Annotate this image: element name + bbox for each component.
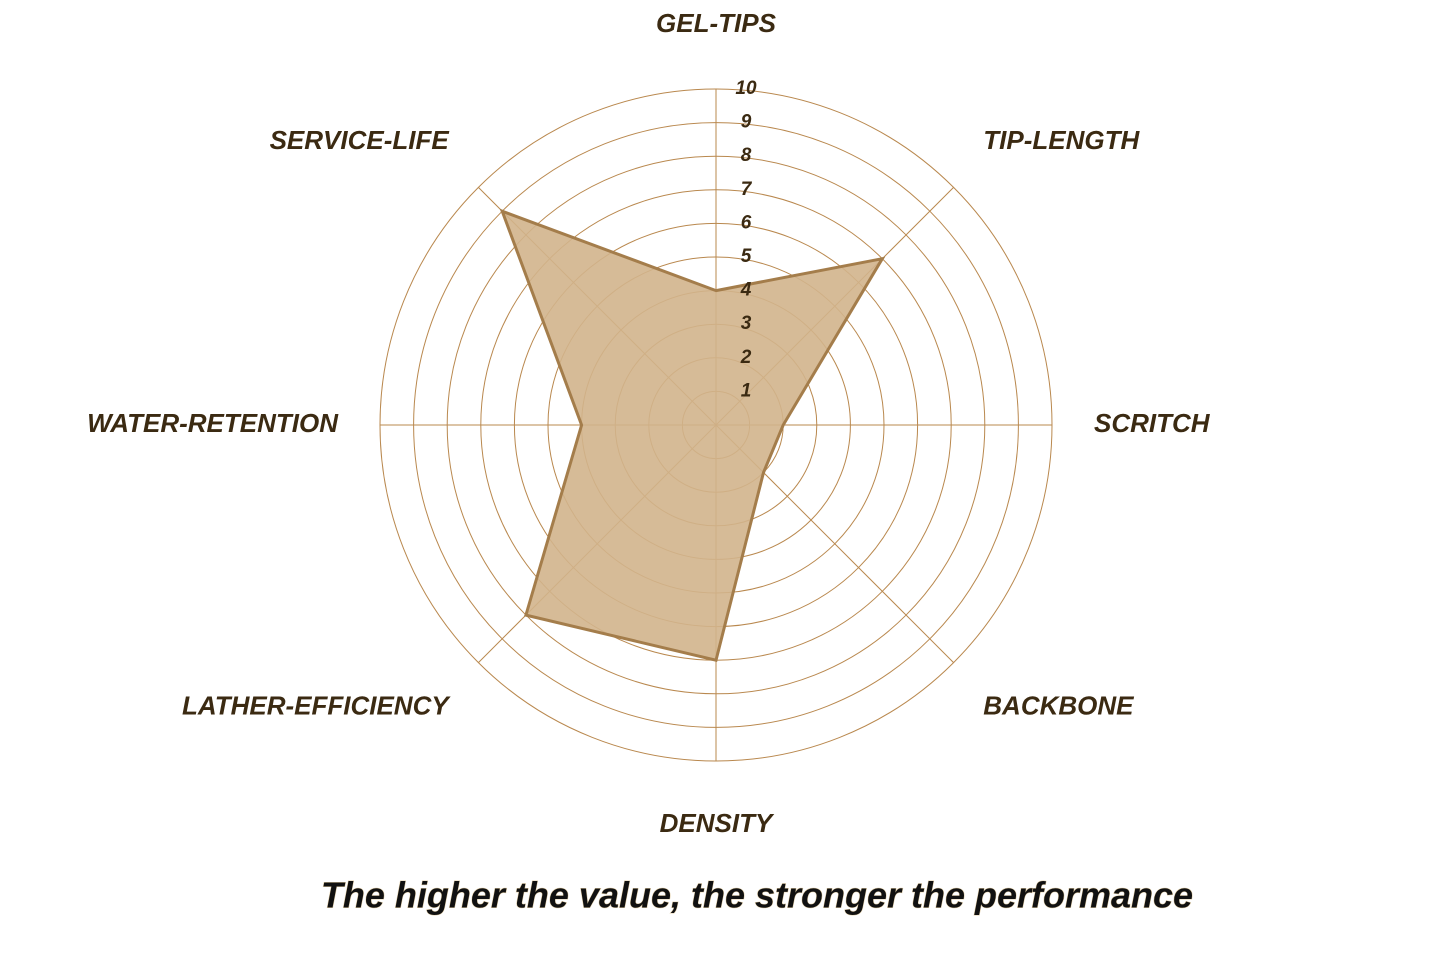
data-area xyxy=(499,208,886,663)
category-label: TIP-LENGTH xyxy=(983,125,1140,155)
category-label: SCRITCH xyxy=(1094,408,1211,438)
category-label: GEL-TIPS xyxy=(656,8,777,38)
category-label: WATER-RETENTION xyxy=(87,408,339,438)
r-tick-label: 8 xyxy=(741,145,752,166)
category-label: LATHER-EFFICIENCY xyxy=(182,691,451,721)
chart-subtitle: The higher the value, the stronger the p… xyxy=(321,875,1193,916)
category-label: BACKBONE xyxy=(983,691,1134,721)
r-tick-label: 5 xyxy=(741,246,752,267)
category-label: DENSITY xyxy=(660,808,775,838)
category-label: SERVICE-LIFE xyxy=(270,125,450,155)
r-tick-label: 4 xyxy=(740,280,752,301)
r-tick-label: 6 xyxy=(741,212,752,233)
r-tick-label: 9 xyxy=(741,112,752,133)
r-tick-label: 2 xyxy=(740,347,752,368)
r-tick-label: 10 xyxy=(735,78,757,99)
r-tick-label: 7 xyxy=(741,179,753,200)
r-tick-label: 3 xyxy=(741,313,752,334)
r-tick-label: 1 xyxy=(741,380,752,401)
